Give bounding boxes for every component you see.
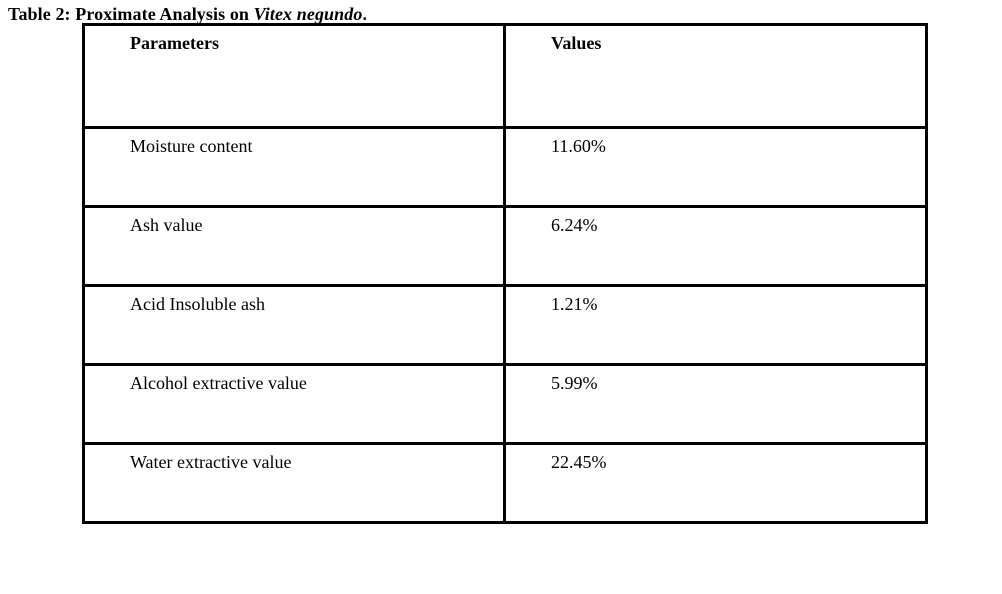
header-values: Values [503,23,928,129]
caption-prefix: Table 2: Proximate Analysis on [8,4,254,24]
parameter-cell: Moisture content [82,126,506,208]
caption-suffix: . [362,4,368,24]
value-cell: 11.60% [503,126,928,208]
table-row: Acid Insoluble ash 1.21% [82,284,928,366]
value-cell: 5.99% [503,363,928,445]
value-cell: 22.45% [503,442,928,524]
header-parameters: Parameters [82,23,506,129]
proximate-analysis-table: Parameters Values Moisture content 11.60… [82,23,928,524]
table-row: Alcohol extractive value 5.99% [82,363,928,445]
caption-species-name: Vitex negundo [253,4,363,24]
parameter-cell: Ash value [82,205,506,287]
table-header-row: Parameters Values [82,23,928,129]
table-row: Moisture content 11.60% [82,126,928,208]
value-cell: 1.21% [503,284,928,366]
parameter-cell: Water extractive value [82,442,506,524]
table-row: Ash value 6.24% [82,205,928,287]
parameter-cell: Acid Insoluble ash [82,284,506,366]
value-cell: 6.24% [503,205,928,287]
parameter-cell: Alcohol extractive value [82,363,506,445]
table-caption: Table 2: Proximate Analysis on Vitex neg… [8,4,367,25]
table-row: Water extractive value 22.45% [82,442,928,524]
table-body: Moisture content 11.60% Ash value 6.24% … [82,126,928,524]
